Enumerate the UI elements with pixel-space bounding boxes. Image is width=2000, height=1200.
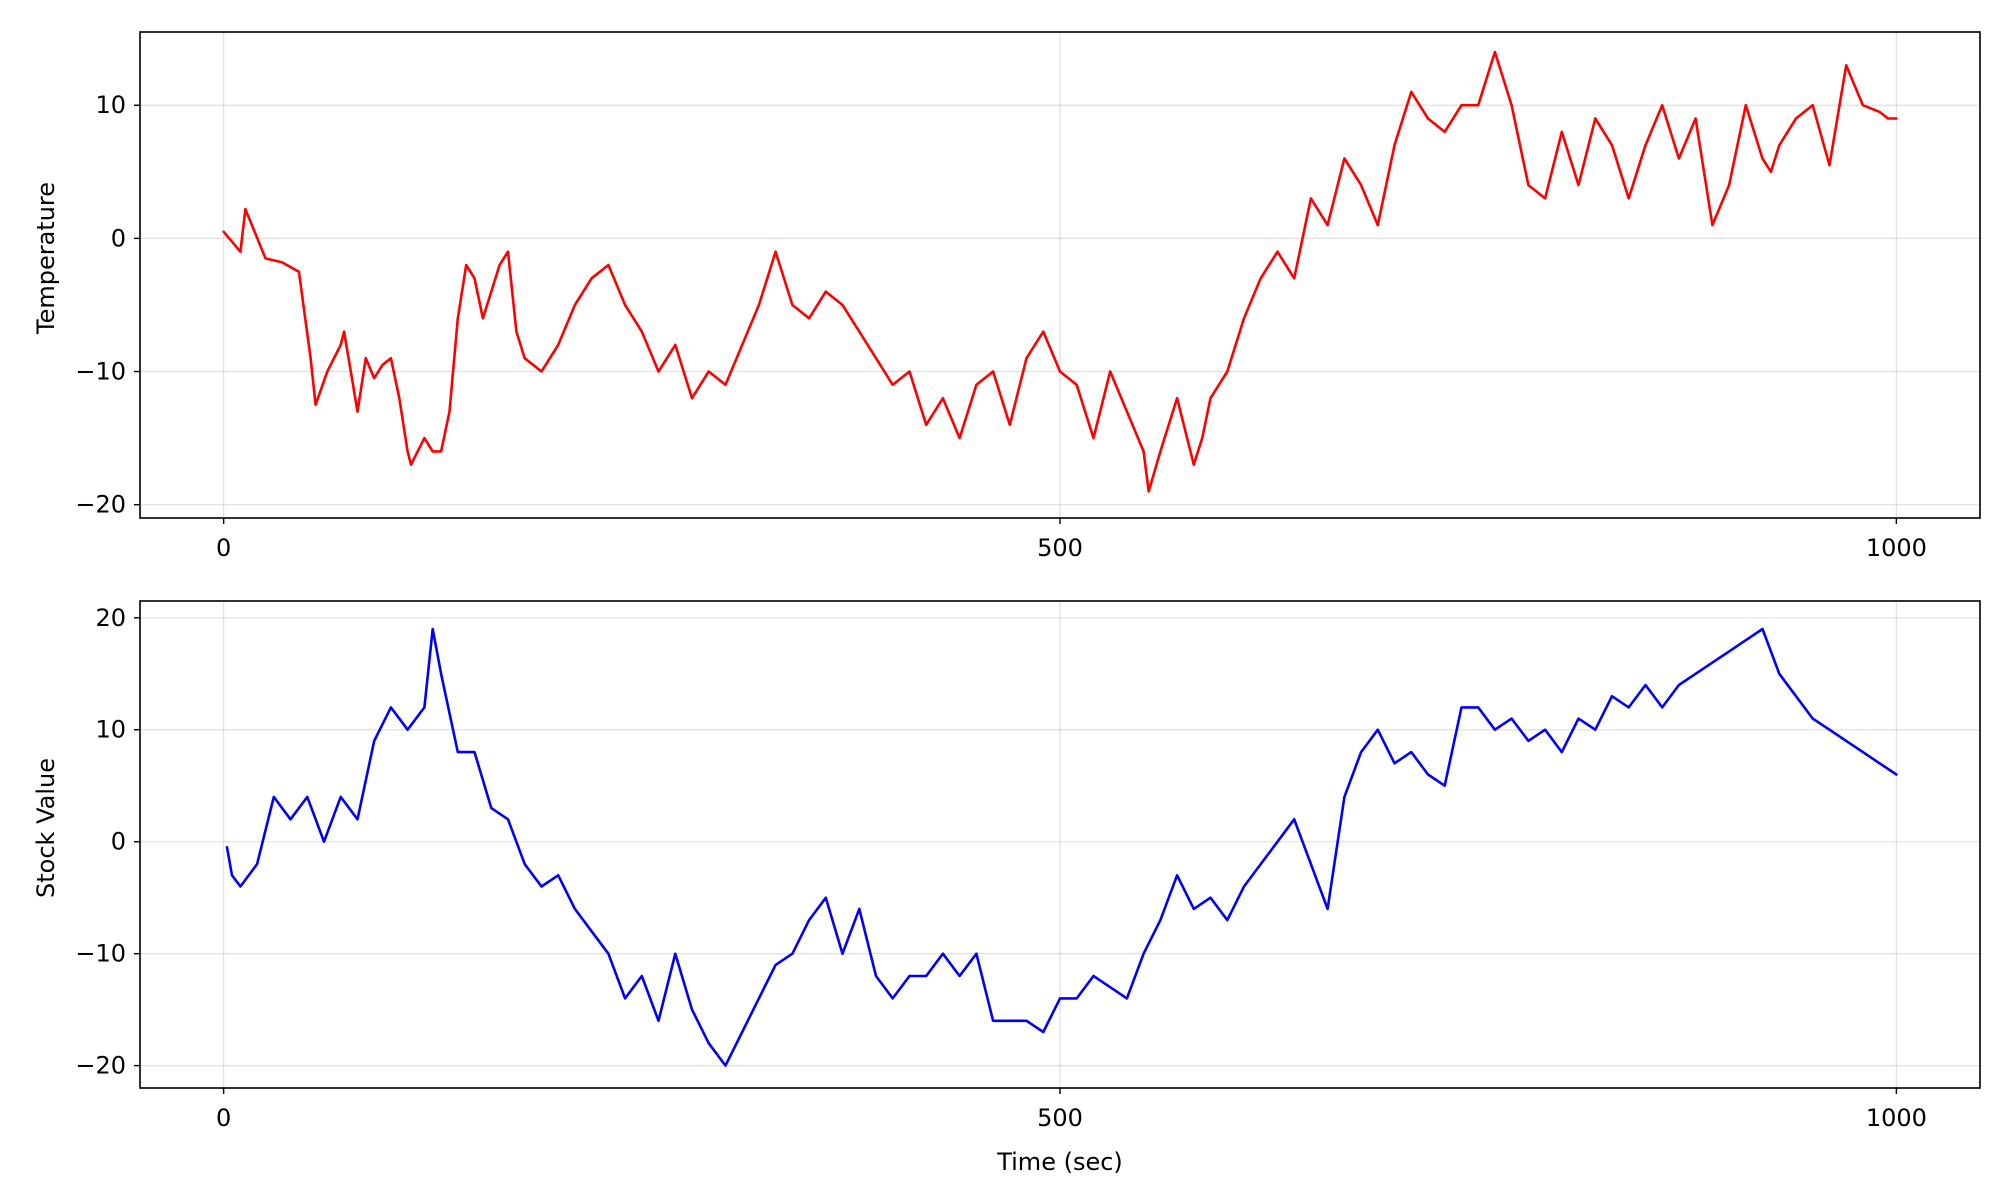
temperature-y-tick-label: 0: [111, 224, 126, 252]
stock-panel: 0 500 1000 −20 −10 0 10 20 Stock Value Time (se…: [32, 600, 1981, 1176]
temperature-ticks: 0 500 1000 −20 −10 0 10: [75, 91, 1927, 562]
temperature-panel: 0 500 1000 −20 −10 0 10 Temperature: [32, 31, 1981, 562]
temperature-y-axis-label: Temperature: [32, 182, 60, 335]
temperature-x-tick-label: 1000: [1866, 534, 1927, 562]
temperature-y-tick-label: −20: [75, 491, 126, 519]
stock-x-tick-label: 500: [1037, 1104, 1083, 1132]
temperature-y-tick-label: −10: [75, 358, 126, 386]
stock-x-tick-label: 1000: [1866, 1104, 1927, 1132]
stock-y-tick-label: −10: [75, 940, 126, 968]
stock-series: [225, 627, 1898, 1067]
stock-y-tick-label: 0: [111, 828, 126, 856]
temperature-x-tick-label: 0: [216, 534, 231, 562]
temperature-series: [222, 50, 1898, 493]
stock-y-tick-label: −20: [75, 1052, 126, 1080]
temperature-y-tick-label: 10: [95, 91, 126, 119]
temperature-x-tick-label: 500: [1037, 534, 1083, 562]
stock-x-tick-label: 0: [216, 1104, 231, 1132]
x-axis-label: Time (sec): [996, 1148, 1123, 1176]
temperature-grid: [140, 32, 1980, 518]
stock-grid: [140, 601, 1980, 1088]
temperature-series-line: [222, 50, 1898, 493]
stock-ticks: 0 500 1000 −20 −10 0 10 20: [75, 604, 1927, 1132]
stock-series-line: [225, 627, 1898, 1067]
stock-y-axis-label: Stock Value: [32, 758, 60, 898]
stock-y-tick-label: 10: [95, 716, 126, 744]
stock-y-tick-label: 20: [95, 604, 126, 632]
